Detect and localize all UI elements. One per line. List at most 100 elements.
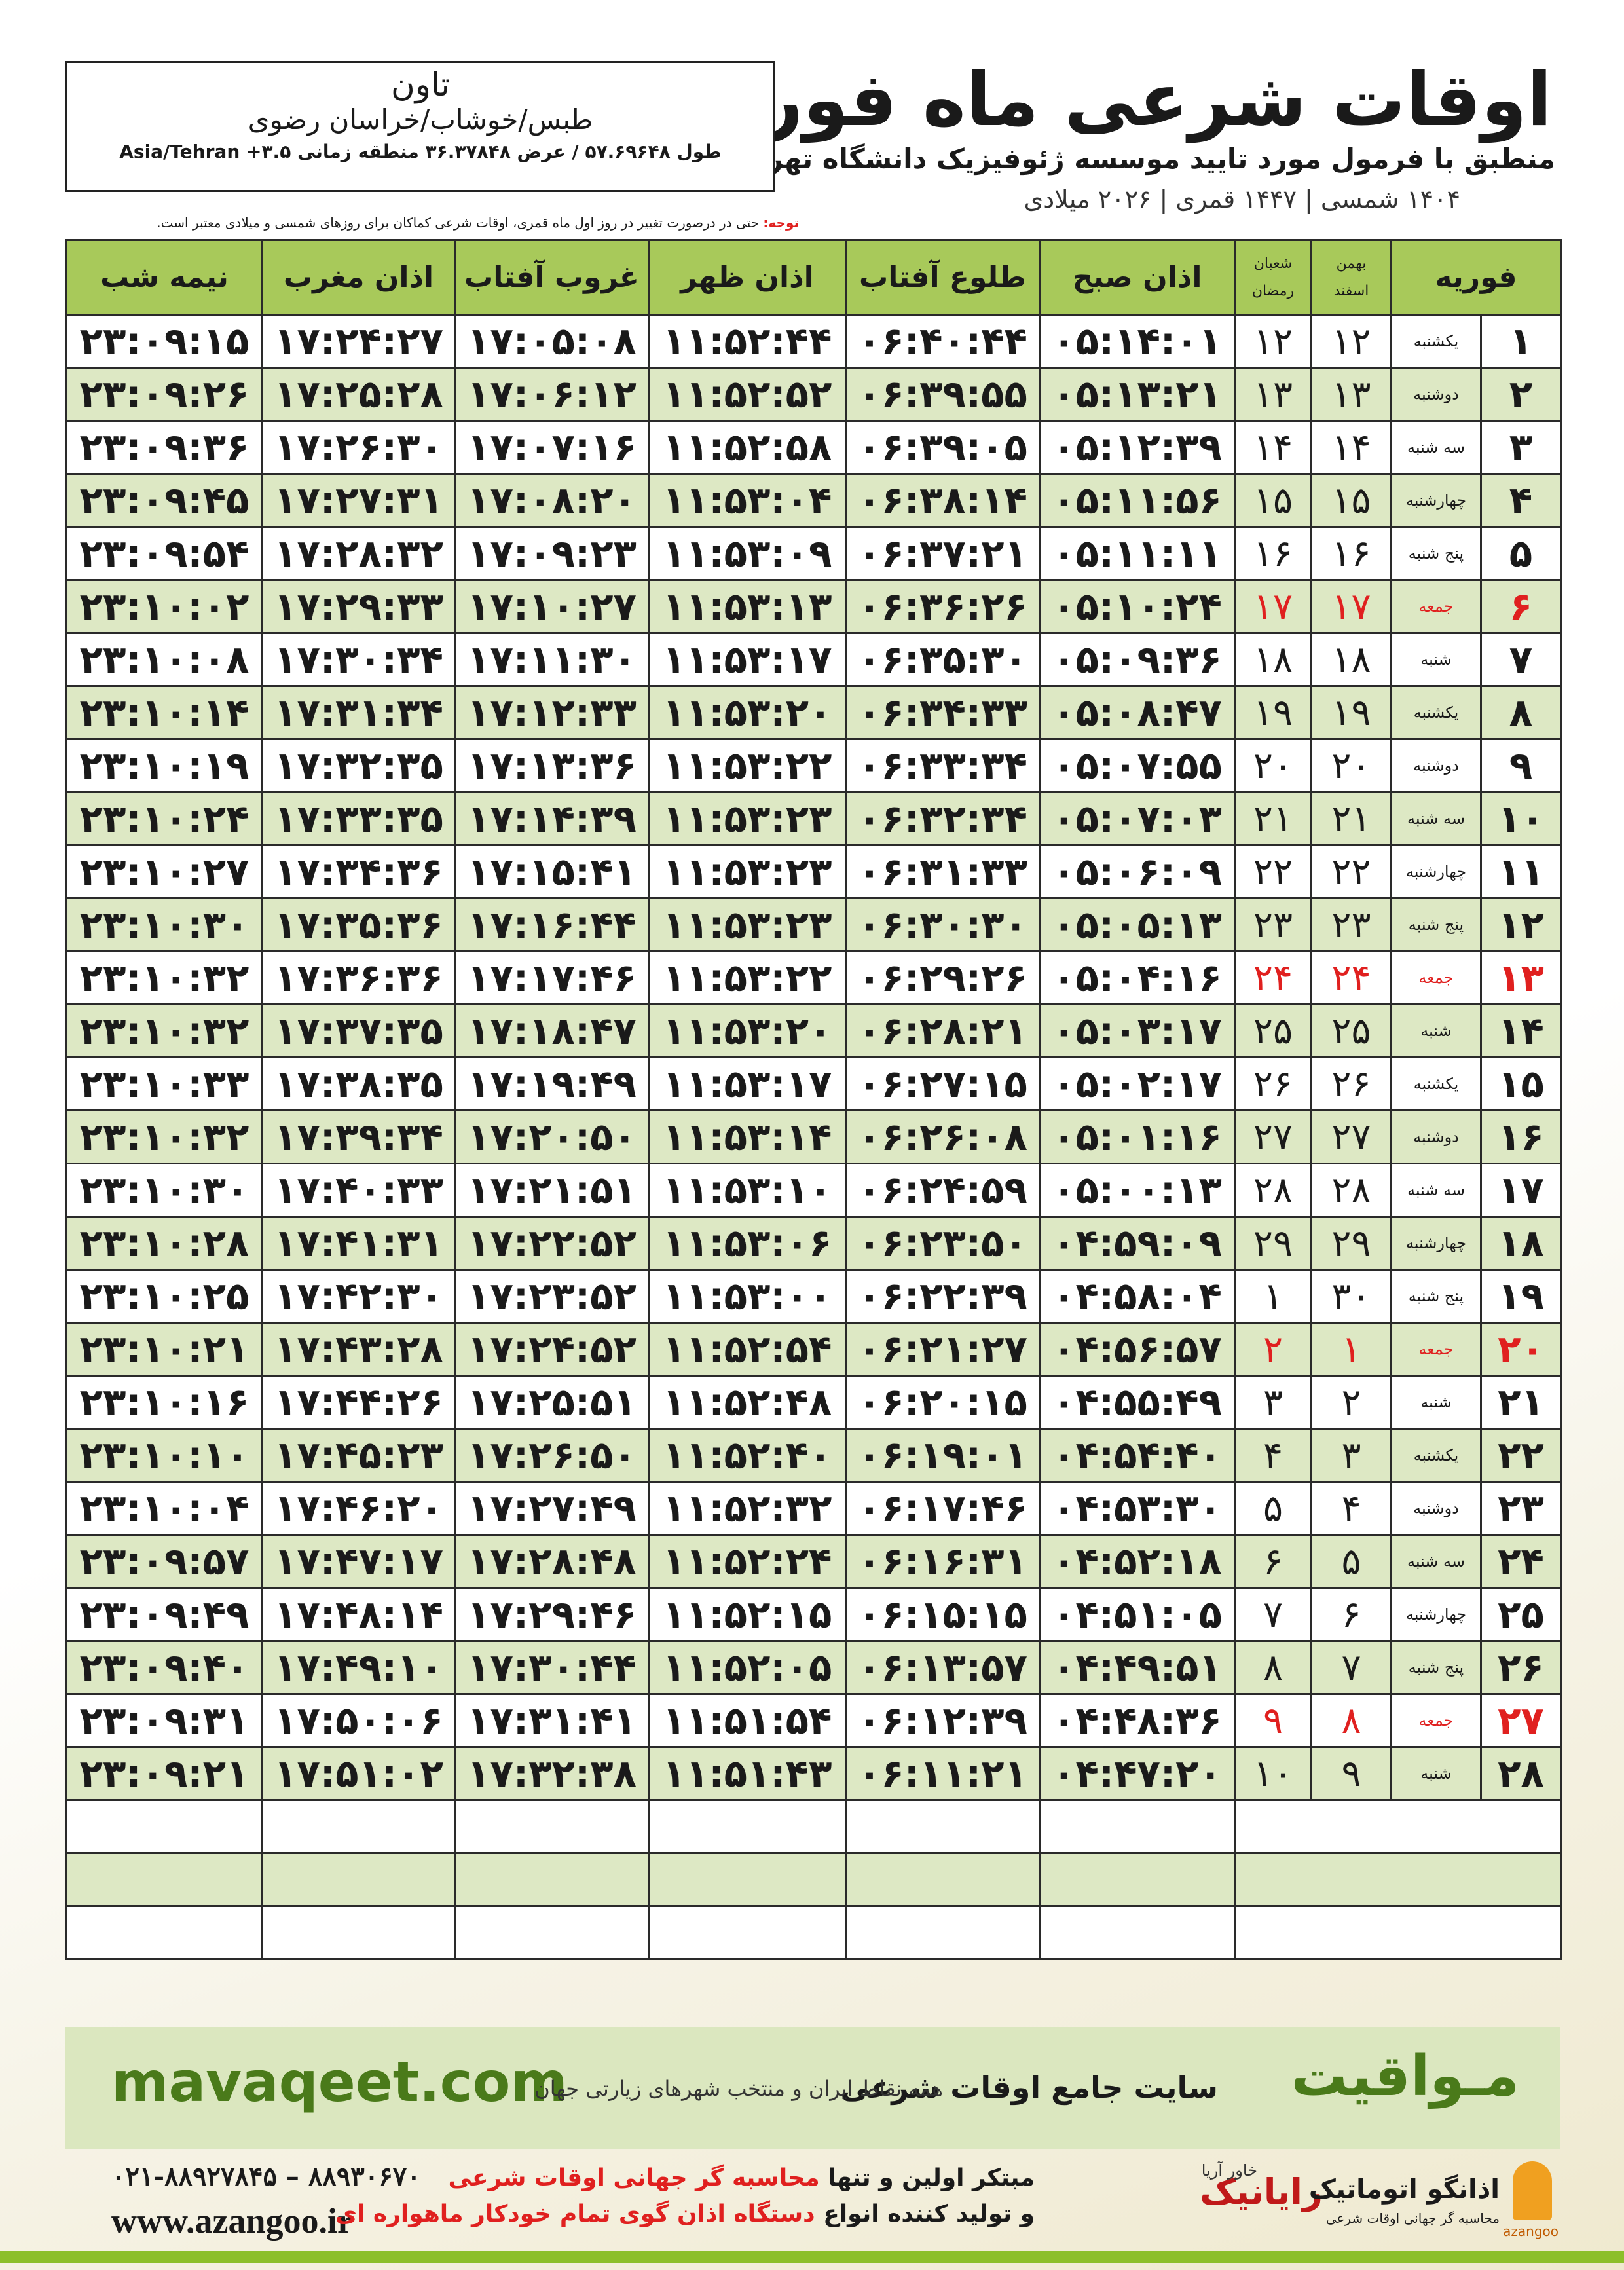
empty-cell xyxy=(261,1799,456,1854)
time-cell: ۲۳:۱۰:۲۵ xyxy=(65,1269,263,1324)
lunar-cell: ۱۸ xyxy=(1234,632,1312,687)
lunar-cell: ۶ xyxy=(1234,1534,1312,1589)
time-cell: ۱۷:۱۸:۴۷ xyxy=(454,1003,650,1058)
footer-band xyxy=(65,2027,1560,2149)
weekday-cell: یکشنبه xyxy=(1390,685,1482,740)
table-row: ۱۹ پنج شنبه ۳۰ ۱ ۰۴:۵۸:۰۴ ۰۶:۲۲:۳۹ ۱۱:۵۳:۰۰ ۱۷:… xyxy=(65,1269,1562,1324)
time-cell: ۱۷:۲۲:۵۲ xyxy=(454,1216,650,1271)
table-row: ۱ یکشنبه ۱۲ ۱۲ ۰۵:۱۴:۰۱ ۰۶:۴۰:۴۴ ۱۱:۵۲:۴۴ ۱۷:۰۵… xyxy=(65,314,1562,369)
time-cell: ۲۳:۱۰:۳۲ xyxy=(65,1003,263,1058)
weekday-cell: شنبه xyxy=(1390,1746,1482,1801)
solar-cell: ۱۶ xyxy=(1310,526,1392,581)
empty-cell xyxy=(1234,1799,1562,1854)
coordinates: طول ۵۷.۶۹۶۴۸ / عرض ۳۶.۳۷۸۴۸ منطقه زمانی … xyxy=(119,141,722,162)
time-cell: ۱۷:۳۱:۴۱ xyxy=(454,1693,650,1748)
table-row: ۷ شنبه ۱۸ ۱۸ ۰۵:۰۹:۳۶ ۰۶:۳۵:۳۰ ۱۱:۵۳:۱۷ ۱۷:۱۱:۳… xyxy=(65,632,1562,687)
table-row: ۶ جمعه ۱۷ ۱۷ ۰۵:۱۰:۲۴ ۰۶:۳۶:۲۶ ۱۱:۵۳:۱۳ ۱۷:۱۰:۲… xyxy=(65,579,1562,634)
logo-mark xyxy=(1513,2161,1552,2220)
time-cell: ۱۷:۳۰:۳۴ xyxy=(261,632,456,687)
promo: و تولید کننده انواع دستگاه اذان گوی تمام… xyxy=(335,2201,1035,2227)
time-cell: ۱۱:۵۳:۱۰ xyxy=(648,1163,847,1218)
time-cell: ۱۷:۳۷:۳۵ xyxy=(261,1003,456,1058)
time-cell: ۰۵:۰۶:۰۹ xyxy=(1039,844,1236,899)
title: اوقات شرعی ماه فوریه xyxy=(688,58,1552,143)
time-cell: ۱۷:۰۸:۲۰ xyxy=(454,473,650,528)
time-cell: ۰۴:۵۶:۵۷ xyxy=(1039,1322,1236,1377)
weekday-cell: سه شنبه xyxy=(1390,1534,1482,1589)
header-cell: فوریه xyxy=(1390,239,1562,316)
time-cell: ۱۷:۲۸:۴۸ xyxy=(454,1534,650,1589)
time-cell: ۰۶:۱۶:۳۱ xyxy=(845,1534,1041,1589)
prayer-table: فوریه بهمن اسفند شعبان رمضان اذان صبح طلوع… xyxy=(65,239,1562,1960)
time-cell: ۱۱:۵۳:۲۰ xyxy=(648,685,847,740)
empty-cell xyxy=(1234,1905,1562,1960)
time-cell: ۱۷:۲۳:۵۲ xyxy=(454,1269,650,1324)
table-row: ۱۶ دوشنبه ۲۷ ۲۷ ۰۵:۰۱:۱۶ ۰۶:۲۶:۰۸ ۱۱:۵۳:۱۴ ۱۷:۲… xyxy=(65,1109,1562,1164)
logo-rayanik: رایانیک xyxy=(1200,2171,1323,2212)
time-cell: ۱۷:۱۶:۴۴ xyxy=(454,897,650,952)
day-cell: ۵ xyxy=(1480,526,1562,581)
header-text: رمضان xyxy=(1251,282,1295,299)
time-cell: ۱۷:۴۳:۲۸ xyxy=(261,1322,456,1377)
time-cell: ۱۷:۴۵:۲۳ xyxy=(261,1428,456,1483)
time-cell: ۲۳:۱۰:۲۷ xyxy=(65,844,263,899)
time-cell: ۰۶:۱۲:۳۹ xyxy=(845,1693,1041,1748)
time-cell: ۱۷:۳۲:۳۵ xyxy=(261,738,456,793)
solar-cell: ۲۰ xyxy=(1310,738,1392,793)
empty-row xyxy=(65,1905,1562,1960)
table-row: ۱۷ سه شنبه ۲۸ ۲۸ ۰۵:۰۰:۱۳ ۰۶:۲۴:۵۹ ۱۱:۵۳:۱۰ ۱۷:… xyxy=(65,1163,1562,1218)
time-cell: ۰۶:۲۷:۱۵ xyxy=(845,1056,1041,1111)
header-cell: بهمن اسفند xyxy=(1310,239,1392,316)
empty-cell xyxy=(65,1905,263,1960)
day-cell: ۳ xyxy=(1480,420,1562,475)
time-cell: ۱۱:۵۳:۲۰ xyxy=(648,1003,847,1058)
time-cell: ۱۷:۰۹:۲۳ xyxy=(454,526,650,581)
weekday-cell: یکشنبه xyxy=(1390,1056,1482,1111)
time-cell: ۱۷:۴۷:۱۷ xyxy=(261,1534,456,1589)
empty-cell xyxy=(845,1852,1041,1907)
day-cell: ۱ xyxy=(1480,314,1562,369)
tagline: سایت جامع اوقات شرعی xyxy=(840,2070,1218,2105)
lunar-cell: ۱۶ xyxy=(1234,526,1312,581)
time-cell: ۱۷:۳۵:۳۶ xyxy=(261,897,456,952)
time-cell: ۱۷:۴۰:۳۳ xyxy=(261,1163,456,1218)
header-cell: اذان مغرب xyxy=(261,239,456,316)
time-cell: ۰۵:۰۳:۱۷ xyxy=(1039,1003,1236,1058)
day-cell: ۲۳ xyxy=(1480,1481,1562,1536)
solar-cell: ۲۵ xyxy=(1310,1003,1392,1058)
time-cell: ۲۳:۰۹:۲۶ xyxy=(65,367,263,422)
time-cell: ۰۴:۵۳:۳۰ xyxy=(1039,1481,1236,1536)
solar-cell: ۱۹ xyxy=(1310,685,1392,740)
time-cell: ۰۶:۳۳:۳۴ xyxy=(845,738,1041,793)
empty-cell xyxy=(1039,1852,1236,1907)
time-cell: ۱۱:۵۳:۰۹ xyxy=(648,526,847,581)
day-cell: ۶ xyxy=(1480,579,1562,634)
time-cell: ۱۷:۲۹:۴۶ xyxy=(454,1587,650,1642)
table-body: ۱ یکشنبه ۱۲ ۱۲ ۰۵:۱۴:۰۱ ۰۶:۴۰:۴۴ ۱۱:۵۲:۴۴ ۱۷:۰۵… xyxy=(65,314,1562,1960)
phone: ۰۲۱-۸۸۹۲۷۸۴۵ – ۸۸۹۳۰۶۷۰ xyxy=(111,2161,421,2192)
time-cell: ۲۳:۱۰:۱۹ xyxy=(65,738,263,793)
lunar-cell: ۲۷ xyxy=(1234,1109,1312,1164)
time-cell: ۰۶:۲۹:۲۶ xyxy=(845,950,1041,1005)
header-text: بهمن xyxy=(1336,255,1367,272)
time-cell: ۱۷:۲۴:۵۲ xyxy=(454,1322,650,1377)
weekday-cell: جمعه xyxy=(1390,950,1482,1005)
lunar-cell: ۵ xyxy=(1234,1481,1312,1536)
time-cell: ۰۵:۱۴:۰۱ xyxy=(1039,314,1236,369)
solar-cell: ۳ xyxy=(1310,1428,1392,1483)
time-cell: ۰۶:۳۲:۳۴ xyxy=(845,791,1041,846)
table-row: ۱۵ یکشنبه ۲۶ ۲۶ ۰۵:۰۲:۱۷ ۰۶:۲۷:۱۵ ۱۱:۵۳:۱۷ ۱۷:۱… xyxy=(65,1056,1562,1111)
time-cell: ۱۱:۵۱:۴۳ xyxy=(648,1746,847,1801)
day-cell: ۲۵ xyxy=(1480,1587,1562,1642)
time-cell: ۱۱:۵۲:۰۵ xyxy=(648,1640,847,1695)
day-cell: ۲۸ xyxy=(1480,1746,1562,1801)
time-cell: ۲۳:۱۰:۲۱ xyxy=(65,1322,263,1377)
solar-cell: ۲۹ xyxy=(1310,1216,1392,1271)
day-cell: ۴ xyxy=(1480,473,1562,528)
lunar-cell: ۲۵ xyxy=(1234,1003,1312,1058)
time-cell: ۱۷:۱۳:۳۶ xyxy=(454,738,650,793)
table-row: ۲ دوشنبه ۱۳ ۱۳ ۰۵:۱۳:۲۱ ۰۶:۳۹:۵۵ ۱۱:۵۲:۵۲ ۱۷:۰۶… xyxy=(65,367,1562,422)
time-cell: ۰۶:۳۴:۳۳ xyxy=(845,685,1041,740)
lunar-cell: ۱۰ xyxy=(1234,1746,1312,1801)
time-cell: ۲۳:۱۰:۰۴ xyxy=(65,1481,263,1536)
